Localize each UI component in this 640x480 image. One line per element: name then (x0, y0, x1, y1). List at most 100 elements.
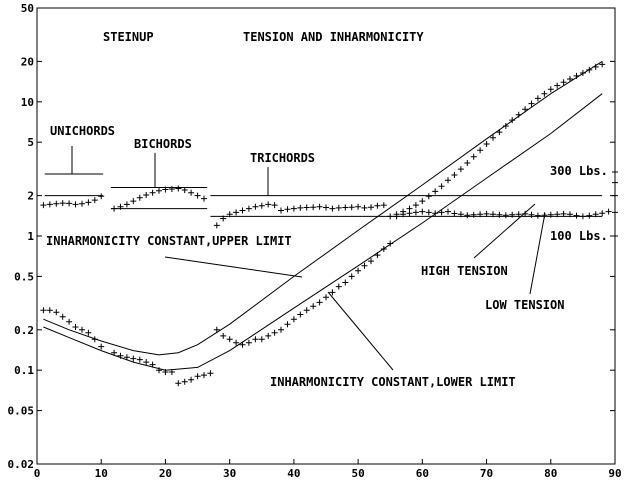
data-point-series-1 (156, 187, 162, 194)
limit-curves (43, 60, 603, 371)
data-point-series-2 (432, 210, 439, 217)
data-point-series-2 (85, 329, 92, 336)
data-point-series-2 (419, 208, 426, 215)
x-tick-label: 0 (34, 467, 41, 480)
data-point-series-1 (342, 204, 349, 211)
data-point-series-2 (586, 212, 593, 219)
leader-low-tension (529, 212, 546, 295)
data-point-series-2 (111, 349, 118, 356)
label-low-tension: LOW TENSION (485, 298, 564, 312)
data-point-series-1 (470, 153, 477, 160)
data-point-series-1 (528, 100, 535, 107)
data-point-series-1 (573, 72, 580, 79)
data-point-series-2 (53, 309, 60, 316)
data-point-series-1 (457, 166, 464, 173)
data-point-series-2 (605, 208, 612, 215)
data-point-series-2 (40, 307, 47, 314)
data-point-series-1 (226, 211, 233, 218)
data-point-series-2 (207, 370, 214, 377)
data-point-series-2 (168, 369, 175, 375)
data-point-series-2 (258, 336, 265, 343)
data-point-series-2 (387, 240, 394, 247)
label-inharmonicity-upper: INHARMONICITY CONSTANT,UPPER LIMIT (46, 234, 292, 248)
data-point-series-1 (130, 198, 137, 205)
data-point-series-2 (297, 311, 304, 318)
data-point-series-1 (368, 204, 374, 211)
data-point-series-1 (188, 189, 195, 196)
data-point-series-1 (123, 201, 130, 208)
data-point-series-1 (425, 193, 432, 200)
data-point-series-1 (579, 70, 586, 76)
data-point-series-1 (586, 66, 593, 73)
data-point-series-1 (85, 199, 92, 206)
y-tick-label: 50 (21, 2, 34, 15)
data-point-series-1 (541, 90, 548, 97)
x-tick-label: 90 (608, 467, 621, 480)
data-point-series-2 (567, 211, 573, 218)
data-point-series-2 (515, 211, 522, 218)
data-point-series-1 (245, 205, 252, 212)
data-point-series-1 (567, 76, 573, 82)
edge-point (612, 192, 618, 199)
y-tick-label: 1 (27, 230, 34, 243)
data-point-series-2 (252, 336, 259, 343)
data-point-series-2 (239, 341, 246, 348)
data-point-series-1 (220, 215, 227, 222)
data-point-series-1 (91, 197, 98, 204)
data-point-series-2 (393, 213, 400, 220)
data-point-series-1 (194, 192, 201, 199)
data-point-series-2 (303, 307, 310, 314)
data-point-series-1 (412, 202, 419, 209)
annotation-leader-lines (71, 146, 546, 371)
data-point-series-2 (361, 262, 368, 269)
data-point-series-1 (46, 201, 53, 208)
data-point-series-1 (329, 205, 336, 212)
data-point-series-2 (117, 352, 124, 359)
data-point-series-2 (477, 211, 484, 218)
edge-point (612, 209, 618, 216)
data-point-series-2 (201, 372, 207, 379)
data-point-series-1 (380, 202, 387, 209)
data-point-series-1 (483, 141, 490, 147)
data-point-series-2 (310, 303, 317, 310)
data-point-series-1 (271, 202, 278, 209)
x-tick-label: 40 (287, 467, 300, 480)
data-point-series-2 (374, 252, 381, 259)
data-point-series-2 (59, 313, 66, 320)
data-point-series-1 (297, 204, 304, 211)
y-tick-label: 0.2 (14, 324, 34, 337)
limit-curve-upper (43, 60, 603, 356)
data-point-series-1 (323, 204, 329, 211)
data-point-series-2 (91, 336, 98, 343)
data-point-series-2 (425, 209, 432, 216)
data-point-series-2 (329, 289, 336, 296)
data-point-series-1 (496, 129, 503, 136)
data-point-series-1 (451, 172, 458, 178)
x-tick-label: 20 (159, 467, 172, 480)
leader-high-tension (473, 203, 536, 259)
data-point-series-2 (348, 273, 355, 280)
data-point-series-1 (348, 204, 355, 211)
data-point-series-1 (432, 188, 439, 195)
data-point-series-1 (509, 117, 516, 124)
data-point-series-1 (143, 192, 150, 198)
data-point-series-2 (483, 210, 490, 217)
data-point-series-2 (464, 212, 471, 219)
data-point-series-2 (400, 211, 407, 218)
data-point-series-1 (515, 111, 522, 118)
data-point-series-2 (445, 208, 451, 215)
data-point-series-1 (361, 204, 368, 211)
data-point-series-2 (213, 326, 220, 333)
data-point-series-2 (265, 332, 272, 339)
x-tick-label: 70 (480, 467, 493, 480)
data-point-series-2 (528, 211, 535, 218)
x-tick-label: 60 (416, 467, 429, 480)
leader-upper-limit (164, 256, 303, 278)
x-tick-label: 30 (223, 467, 236, 480)
data-point-series-1 (522, 106, 529, 113)
data-point-series-1 (162, 186, 169, 193)
data-point-series-2 (123, 354, 130, 361)
data-point-series-1 (284, 206, 291, 213)
data-point-series-2 (149, 361, 156, 368)
data-point-series-2 (271, 329, 278, 336)
